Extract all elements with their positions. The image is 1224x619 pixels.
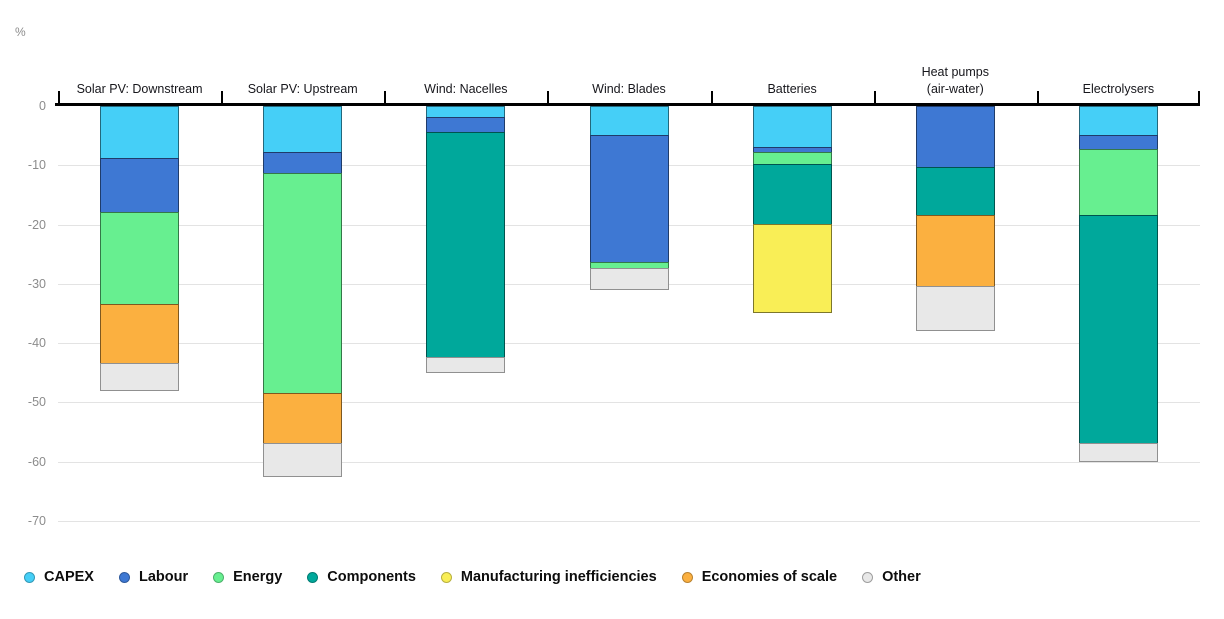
legend-item-components[interactable]: Components (307, 569, 416, 585)
bar-segment (589, 268, 669, 290)
legend-label: CAPEX (44, 569, 94, 585)
bar-segment (263, 106, 343, 154)
legend-item-labour[interactable]: Labour (118, 569, 189, 585)
bar-segment (915, 285, 995, 332)
y-axis-unit-label: % (15, 25, 26, 39)
legend-swatch-icon (862, 571, 874, 583)
y-axis-tick-label: -40 (27, 336, 46, 351)
category-label: Heat pumps (air-water) (874, 60, 1037, 98)
bar-segment (1078, 106, 1158, 136)
bar-segment (100, 362, 180, 391)
axis-tick (873, 91, 876, 106)
legend-item-capex[interactable]: CAPEX (24, 569, 94, 585)
legend-item-manufacturing-inefficiencies[interactable]: Manufacturing inefficiencies (440, 569, 657, 585)
bar-segment (752, 164, 832, 225)
bar-segment (263, 152, 343, 175)
legend-swatch-icon (681, 571, 693, 583)
axis-tick (58, 91, 60, 106)
gridline (58, 402, 1200, 404)
legend-label: Labour (138, 569, 189, 585)
gridline (58, 521, 1200, 522)
y-axis-tick-label: -10 (27, 158, 46, 173)
bar-segment (100, 303, 180, 364)
bar-segment (263, 173, 343, 394)
bar-segment (915, 214, 995, 287)
category-label: Solar PV: Downstream (58, 60, 221, 98)
y-axis-tick-label: -60 (27, 454, 46, 469)
bar-segment (1078, 134, 1158, 151)
y-axis-tick-label: -20 (27, 217, 46, 232)
legend-swatch-icon (213, 571, 225, 583)
bar-segment (263, 392, 343, 444)
legend-label: Components (327, 569, 416, 585)
bar-segment (426, 356, 506, 373)
bar-segment (100, 106, 180, 160)
bar-segment (752, 106, 832, 148)
bar-segment (426, 131, 506, 358)
axis-tick (384, 91, 387, 106)
category-label-text: Wind: Blades (592, 82, 666, 96)
category-label-text: Batteries (767, 82, 817, 96)
axis-tick (1036, 91, 1039, 106)
y-axis-tick-label: 0 (39, 99, 46, 113)
bar-segment (589, 134, 669, 264)
gridline (58, 343, 1200, 345)
legend-label: Economies of scale (701, 569, 838, 585)
legend-swatch-icon (118, 571, 130, 583)
axis-tick (710, 91, 713, 106)
bar-segment (915, 167, 995, 216)
y-axis-tick-label: -30 (27, 276, 46, 291)
legend-label: Manufacturing inefficiencies (460, 569, 657, 585)
bar-segment (752, 223, 832, 314)
bar-segment (263, 442, 343, 477)
bar-segment (589, 106, 669, 136)
legend-swatch-icon (24, 571, 35, 583)
legend: CAPEX Labour Energy Components Manufacturing… (24, 569, 1214, 585)
legend-item-energy[interactable]: Energy (213, 569, 282, 585)
axis-tick (221, 91, 224, 106)
x-axis-zero-line (55, 103, 1200, 106)
category-label-text: Electrolysers (1082, 82, 1155, 96)
bar-segment (1078, 149, 1158, 216)
category-label: Wind: Blades (547, 60, 710, 98)
legend-item-other[interactable]: Other (862, 569, 921, 585)
category-label: Wind: Nacelles (384, 60, 547, 98)
bar-segment (100, 211, 180, 305)
legend-swatch-icon (440, 571, 452, 583)
bar-segment (100, 158, 180, 213)
category-label-text: Solar PV: Upstream (247, 82, 358, 96)
category-label: Batteries (711, 60, 874, 98)
axis-tick (1198, 91, 1200, 106)
category-label: Electrolysers (1037, 60, 1200, 98)
legend-label: Other (882, 569, 921, 585)
y-axis-tick-label: -50 (27, 395, 46, 410)
bar-segment (1078, 214, 1158, 444)
gridline (58, 461, 1200, 463)
axis-tick (547, 91, 550, 106)
category-label-text: Heat pumps (air-water) (921, 65, 989, 96)
category-label-text: Wind: Nacelles (424, 82, 508, 96)
category-label-text: Solar PV: Downstream (76, 82, 203, 96)
y-axis-tick-label: -70 (27, 514, 46, 528)
legend-item-economies-of-scale[interactable]: Economies of scale (681, 569, 838, 585)
bar-segment (915, 106, 995, 169)
bar-segment (1078, 442, 1158, 462)
legend-swatch-icon (307, 571, 319, 583)
legend-label: Energy (233, 569, 283, 585)
category-label: Solar PV: Upstream (221, 60, 384, 98)
bar-segment (426, 116, 506, 133)
